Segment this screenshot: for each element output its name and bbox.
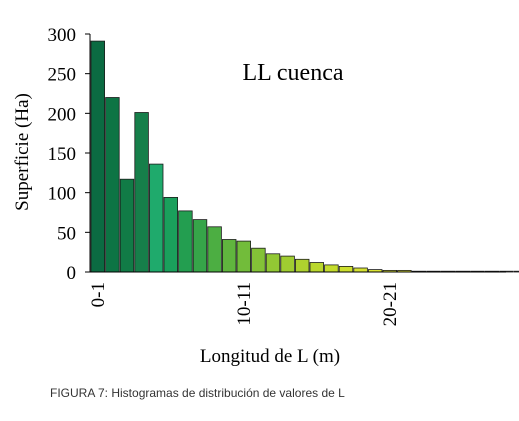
histogram-bar [353, 267, 368, 273]
y-axis-label: Superficie (Ha) [12, 93, 33, 211]
y-tick-label: 250 [48, 65, 77, 86]
y-tick-label: 100 [48, 184, 77, 205]
histogram-bar [163, 196, 179, 273]
histogram-bar [105, 97, 120, 273]
histogram-bar [134, 112, 149, 273]
histogram-bar [207, 226, 222, 273]
x-ticks-group: 0-1 10-11 20-21 [88, 282, 401, 326]
histogram-bar [148, 163, 164, 273]
histogram-bar [294, 258, 310, 273]
histogram-bar [178, 210, 193, 273]
histogram-bar [338, 265, 354, 273]
y-tick-label: 0 [67, 263, 77, 284]
histogram-bar [236, 240, 252, 273]
histogram-bar [514, 270, 519, 273]
x-tick-label: 0-1 [88, 282, 109, 307]
histogram-bar [251, 247, 266, 273]
x-axis-label: Longitud de L (m) [200, 346, 340, 367]
x-tick-label: 20-21 [380, 282, 401, 326]
y-tick-label: 50 [57, 223, 76, 244]
histogram-bar [192, 219, 208, 273]
y-ticks-group: 0 50 100 150 200 250 300 [48, 25, 90, 284]
histogram-bar [324, 264, 339, 273]
histogram-bar [309, 262, 325, 273]
y-tick-label: 200 [48, 104, 77, 125]
y-tick-label: 150 [48, 144, 77, 165]
x-tick-label: 10-11 [234, 282, 255, 326]
histogram-bar [221, 239, 237, 273]
histogram-chart: 0 50 100 150 200 250 300 0-1 10-11 20-21 LL cuen… [12, 25, 519, 367]
figure-caption: FIGURA 7: Histogramas de distribución de… [50, 386, 345, 400]
histogram-bar [265, 253, 281, 273]
histogram-bar [119, 178, 135, 273]
y-tick-label: 300 [48, 25, 77, 46]
chart-title: LL cuenca [242, 60, 343, 86]
histogram-bar [90, 40, 106, 273]
bars-group [90, 40, 519, 273]
histogram-bar [280, 255, 295, 273]
